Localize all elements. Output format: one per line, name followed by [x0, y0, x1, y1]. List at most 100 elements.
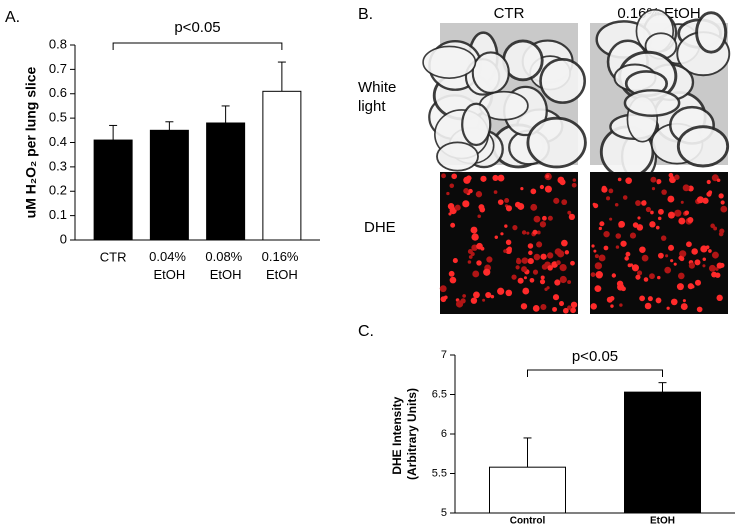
- cell-dot: [473, 291, 480, 299]
- cell-dot: [517, 277, 524, 284]
- cell-dot: [497, 199, 504, 205]
- cell-dot: [665, 254, 669, 258]
- cell-dot: [530, 188, 537, 195]
- cell-dot: [643, 277, 649, 282]
- cell-dot: [520, 303, 528, 310]
- cell-dot: [668, 244, 675, 251]
- cell-dot: [504, 224, 508, 228]
- cell-dot: [609, 295, 615, 301]
- cell-dot: [542, 215, 547, 221]
- cell-dot: [556, 260, 561, 265]
- x-tick-label-line: EtOH: [266, 267, 298, 282]
- cell-dot: [553, 197, 560, 204]
- y-tick-label: 6: [441, 428, 447, 440]
- cell-dot: [520, 187, 524, 191]
- cell-dot: [645, 206, 651, 213]
- bar: [206, 122, 246, 241]
- alveolus: [436, 141, 479, 172]
- bar: [93, 139, 133, 241]
- cell-dot: [536, 230, 541, 235]
- cell-dot: [667, 195, 675, 203]
- x-tick-label: 0.16% EtOH: [262, 249, 302, 282]
- cell-dot: [516, 257, 521, 262]
- panel-label: A.: [5, 9, 20, 26]
- cell-dot: [637, 216, 641, 220]
- cell-dot: [657, 216, 662, 221]
- cell-dot: [673, 262, 677, 266]
- cell-dot: [668, 172, 674, 178]
- cell-dot: [719, 262, 725, 268]
- cell-dot: [656, 181, 660, 185]
- cell-dot: [463, 176, 471, 184]
- cell-dot: [676, 283, 684, 291]
- cell-dot: [615, 233, 622, 239]
- cell-dot: [716, 178, 721, 183]
- cell-dot: [650, 176, 657, 183]
- cell-dot: [608, 188, 614, 194]
- cell-dot: [601, 185, 607, 191]
- y-tick-label: 0.2: [49, 183, 67, 198]
- cell-dot: [705, 245, 710, 250]
- cell-dot: [688, 262, 695, 269]
- cell-dot: [680, 200, 684, 204]
- cell-dot: [700, 245, 708, 253]
- cell-dot: [482, 298, 486, 302]
- cell-dot: [616, 280, 624, 287]
- cell-dot: [470, 226, 478, 234]
- cell-dot: [471, 233, 479, 241]
- cell-dot: [552, 306, 558, 312]
- y-tick-label: 0: [60, 231, 67, 246]
- x-tick-label: 0.04% EtOH: [149, 249, 189, 282]
- cell-dot: [713, 226, 718, 231]
- cell-dot: [533, 253, 541, 261]
- cell-dot: [490, 294, 495, 299]
- cell-dot: [691, 248, 698, 255]
- cell-dot: [620, 240, 627, 247]
- cell-dot: [644, 302, 652, 310]
- cell-dot: [669, 176, 676, 184]
- cell-dot: [544, 287, 548, 291]
- cell-dot: [547, 265, 553, 271]
- cell-dot: [666, 306, 670, 310]
- y-tick-label: 6.5: [432, 388, 447, 400]
- cell-dot: [454, 204, 461, 211]
- cell-dot: [541, 264, 548, 270]
- cell-dot: [539, 184, 545, 190]
- cell-dot: [439, 285, 447, 293]
- cell-dot: [639, 246, 646, 253]
- cell-dot: [446, 191, 450, 196]
- cell-dot: [567, 210, 572, 215]
- cell-dot: [545, 174, 550, 179]
- cell-dot: [678, 217, 686, 225]
- cell-dot: [639, 295, 645, 302]
- significance-bracket: [112, 42, 283, 50]
- cell-dot: [598, 226, 602, 231]
- cell-dot: [598, 254, 606, 262]
- y-tick-label: 5: [441, 507, 447, 519]
- cell-dot: [641, 254, 649, 262]
- cell-dot: [677, 272, 685, 280]
- cell-dot: [527, 243, 534, 249]
- cell-dot: [468, 255, 473, 259]
- row-label: DHE: [364, 219, 396, 236]
- alveolus: [623, 89, 681, 117]
- cell-dot: [449, 276, 457, 284]
- cell-dot: [511, 274, 517, 280]
- x-tick-label-line: EtOH: [210, 267, 242, 282]
- cell-dot: [449, 207, 457, 215]
- cell-dot: [624, 256, 629, 261]
- cell-dot: [650, 210, 654, 215]
- annotation: p<0.05: [174, 19, 220, 36]
- alveolus: [695, 11, 728, 54]
- cell-dot: [702, 257, 707, 261]
- cell-dot: [479, 206, 486, 213]
- cell-dot: [715, 267, 719, 271]
- cell-dot: [694, 259, 701, 266]
- y-tick-label: 0.5: [49, 110, 67, 125]
- cell-dot: [527, 257, 534, 265]
- x-tick-label: EtOH: [650, 516, 675, 527]
- cell-dot: [680, 303, 688, 311]
- panel-label: B.: [358, 6, 373, 23]
- cell-dot: [544, 185, 552, 193]
- cell-dot: [696, 306, 703, 313]
